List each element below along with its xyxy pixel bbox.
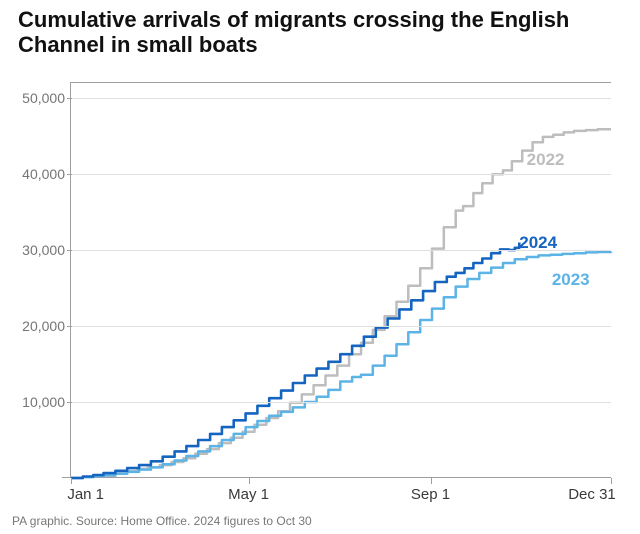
y-tick-label: 50,000 bbox=[22, 90, 71, 106]
plot-area: 10,00020,00030,00040,00050,000Jan 1May 1… bbox=[70, 82, 611, 478]
gridline bbox=[71, 402, 611, 403]
series-line-2022 bbox=[71, 129, 611, 478]
gridline bbox=[71, 98, 611, 99]
series-layer bbox=[71, 83, 611, 478]
gridline bbox=[71, 326, 611, 327]
x-tick-mark bbox=[249, 478, 250, 484]
x-tick-label: Sep 1 bbox=[411, 486, 450, 503]
series-line-2024 bbox=[71, 243, 519, 479]
series-label-2024: 2024 bbox=[519, 233, 557, 253]
gridline bbox=[71, 174, 611, 175]
x-tick-label: Dec 31 bbox=[568, 486, 616, 503]
chart-footer: PA graphic. Source: Home Office. 2024 fi… bbox=[12, 514, 312, 528]
y-tick-label: 30,000 bbox=[22, 242, 71, 258]
series-label-2023: 2023 bbox=[552, 270, 590, 290]
x-tick-mark bbox=[71, 478, 72, 484]
y-tick-label: 40,000 bbox=[22, 166, 71, 182]
x-tick-mark bbox=[431, 478, 432, 484]
y-tick-label: 10,000 bbox=[22, 394, 71, 410]
x-tick-label: May 1 bbox=[228, 486, 269, 503]
y-tick-label: 20,000 bbox=[22, 318, 71, 334]
chart-container: Cumulative arrivals of migrants crossing… bbox=[0, 0, 640, 534]
chart-title: Cumulative arrivals of migrants crossing… bbox=[18, 8, 622, 57]
series-label-2022: 2022 bbox=[527, 150, 565, 170]
x-tick-mark bbox=[611, 478, 612, 484]
x-tick-label: Jan 1 bbox=[67, 486, 104, 503]
